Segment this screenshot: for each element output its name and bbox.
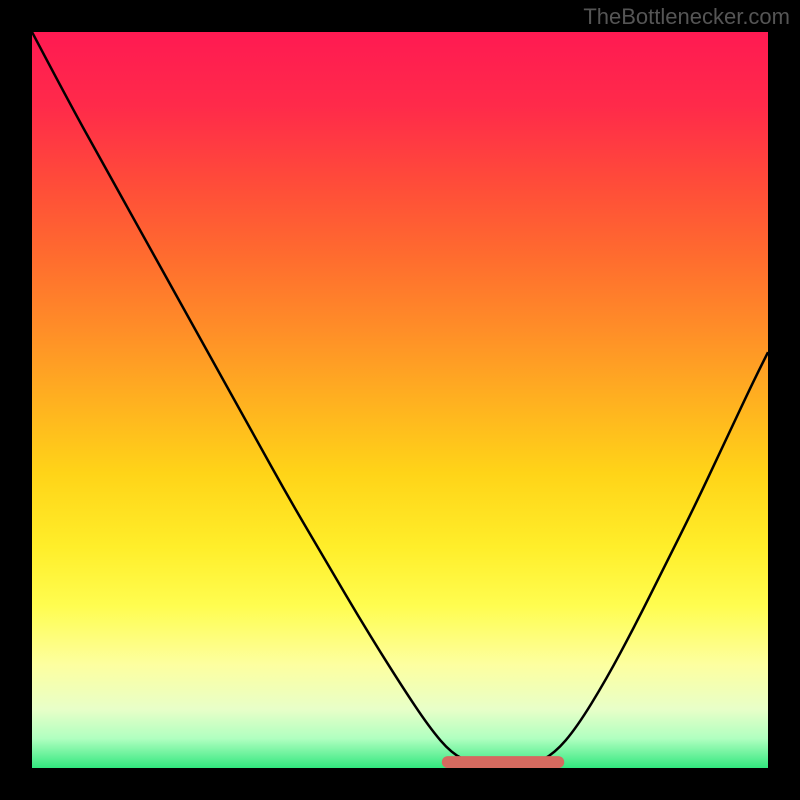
curve-svg: [32, 32, 768, 768]
chart-container: TheBottlenecker.com: [0, 0, 800, 800]
plot-area: [32, 32, 768, 768]
gradient-background: [32, 32, 768, 768]
watermark-text: TheBottlenecker.com: [583, 4, 790, 30]
